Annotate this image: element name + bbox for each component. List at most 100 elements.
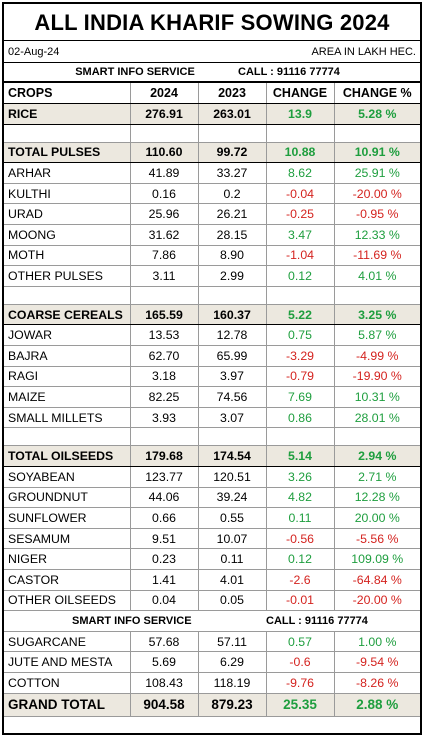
crop-name: COARSE CEREALS <box>4 303 131 326</box>
service-banner-row: SMART INFO SERVICE CALL : 91116 77774 <box>4 610 420 632</box>
header-2024: 2024 <box>130 83 199 105</box>
table-row: SMALL MILLETS 3.93 3.07 0.86 28.01 % <box>4 407 420 429</box>
value-2023: 74.56 <box>198 386 267 408</box>
report-date: 02-Aug-24 <box>8 45 60 58</box>
empty-cell <box>334 427 420 447</box>
change-value: 5.14 <box>266 445 335 467</box>
change-pct: 2.88 % <box>334 692 420 717</box>
value-2024: 108.43 <box>130 672 199 694</box>
table-row: CASTOR 1.41 4.01 -2.6 -64.84 % <box>4 569 420 591</box>
value-2023: 160.37 <box>198 303 267 326</box>
change-value: 0.12 <box>266 265 335 287</box>
crop-name: ARHAR <box>4 162 131 184</box>
crop-name: SESAMUM <box>4 528 131 550</box>
value-2023: 0.55 <box>198 507 267 529</box>
table-header-row: CROPS 2024 2023 CHANGE CHANGE % <box>4 83 420 105</box>
header-crops: CROPS <box>4 83 131 105</box>
value-2023: 33.27 <box>198 162 267 184</box>
change-pct: 109.09 % <box>334 548 420 570</box>
change-value: -0.6 <box>266 651 335 673</box>
crop-name: JUTE AND MESTA <box>4 651 131 673</box>
value-2024: 44.06 <box>130 487 199 509</box>
value-2024: 62.70 <box>130 345 199 367</box>
service-name: SMART INFO SERVICE <box>4 610 266 632</box>
value-2024: 0.23 <box>130 548 199 570</box>
value-2024: 25.96 <box>130 203 199 226</box>
change-value: 5.22 <box>266 303 335 326</box>
value-2024: 3.93 <box>130 407 199 429</box>
crop-name: RAGI <box>4 366 131 388</box>
change-pct: 12.28 % <box>334 487 420 509</box>
change-pct: 10.91 % <box>334 141 420 164</box>
crop-name: SMALL MILLETS <box>4 407 131 429</box>
empty-cell <box>4 124 131 143</box>
value-2024: 13.53 <box>130 324 199 347</box>
value-2023: 118.19 <box>198 672 267 694</box>
crop-name: OTHER OILSEEDS <box>4 590 131 612</box>
crop-name: MAIZE <box>4 386 131 408</box>
value-2024: 3.18 <box>130 366 199 388</box>
change-pct: -11.69 % <box>334 245 420 267</box>
value-2024: 276.91 <box>130 103 199 125</box>
grand-total-row: GRAND TOTAL 904.58 879.23 25.35 2.88 % <box>4 692 420 717</box>
crop-name: KULTHI <box>4 183 131 205</box>
empty-cell <box>334 286 420 305</box>
value-2024: 82.25 <box>130 386 199 408</box>
change-value: -0.56 <box>266 528 335 550</box>
value-2023: 0.11 <box>198 548 267 570</box>
table-row: OTHER OILSEEDS 0.04 0.05 -0.01 -20.00 % <box>4 590 420 612</box>
change-pct: 5.87 % <box>334 324 420 347</box>
empty-cell <box>4 427 131 447</box>
table-row: OTHER PULSES 3.11 2.99 0.12 4.01 % <box>4 265 420 287</box>
change-value: 10.88 <box>266 141 335 164</box>
value-2024: 1.41 <box>130 569 199 591</box>
service-call: CALL : 91116 77774 <box>238 66 340 78</box>
value-2023: 879.23 <box>198 692 267 717</box>
change-value: -0.25 <box>266 203 335 226</box>
value-2023: 4.01 <box>198 569 267 591</box>
table-row: GROUNDNUT 44.06 39.24 4.82 12.28 % <box>4 487 420 509</box>
change-value: 25.35 <box>266 692 335 717</box>
table-row: RAGI 3.18 3.97 -0.79 -19.90 % <box>4 366 420 388</box>
value-2023: 26.21 <box>198 203 267 226</box>
value-2023: 3.97 <box>198 366 267 388</box>
value-2023: 3.07 <box>198 407 267 429</box>
sowing-table-body: CROPS 2024 2023 CHANGE CHANGE % RICE 276.… <box>4 83 420 717</box>
table-row: SOYABEAN 123.77 120.51 3.26 2.71 % <box>4 466 420 488</box>
change-pct: 10.31 % <box>334 386 420 408</box>
header-change: CHANGE <box>266 83 335 105</box>
table-row: COTTON 108.43 118.19 -9.76 -8.26 % <box>4 672 420 694</box>
change-value: -0.79 <box>266 366 335 388</box>
value-2023: 57.11 <box>198 631 267 653</box>
change-pct: -20.00 % <box>334 183 420 205</box>
value-2024: 9.51 <box>130 528 199 550</box>
meta-bar: 02-Aug-24 AREA IN LAKH HEC. <box>4 41 420 63</box>
spacer-row <box>4 427 420 447</box>
change-pct: -20.00 % <box>334 590 420 612</box>
crop-name: NIGER <box>4 548 131 570</box>
spacer-row <box>4 124 420 143</box>
table-row: MAIZE 82.25 74.56 7.69 10.31 % <box>4 386 420 408</box>
change-value: 0.11 <box>266 507 335 529</box>
empty-cell <box>198 427 267 447</box>
change-value: 0.12 <box>266 548 335 570</box>
change-pct: 2.94 % <box>334 445 420 467</box>
crop-name: SOYABEAN <box>4 466 131 488</box>
crop-name: OTHER PULSES <box>4 265 131 287</box>
crop-name: GRAND TOTAL <box>4 692 131 717</box>
table-row: MOTH 7.86 8.90 -1.04 -11.69 % <box>4 245 420 267</box>
value-2023: 0.05 <box>198 590 267 612</box>
value-2024: 41.89 <box>130 162 199 184</box>
change-value: 0.57 <box>266 631 335 653</box>
change-value: 8.62 <box>266 162 335 184</box>
value-2023: 6.29 <box>198 651 267 673</box>
crop-name: MOTH <box>4 245 131 267</box>
change-pct: -0.95 % <box>334 203 420 226</box>
table-row: SUNFLOWER 0.66 0.55 0.11 20.00 % <box>4 507 420 529</box>
value-2024: 0.04 <box>130 590 199 612</box>
area-unit-label: AREA IN LAKH HEC. <box>311 45 416 58</box>
change-value: -1.04 <box>266 245 335 267</box>
table-row: JOWAR 13.53 12.78 0.75 5.87 % <box>4 324 420 347</box>
change-pct: -9.54 % <box>334 651 420 673</box>
change-value: -3.29 <box>266 345 335 367</box>
